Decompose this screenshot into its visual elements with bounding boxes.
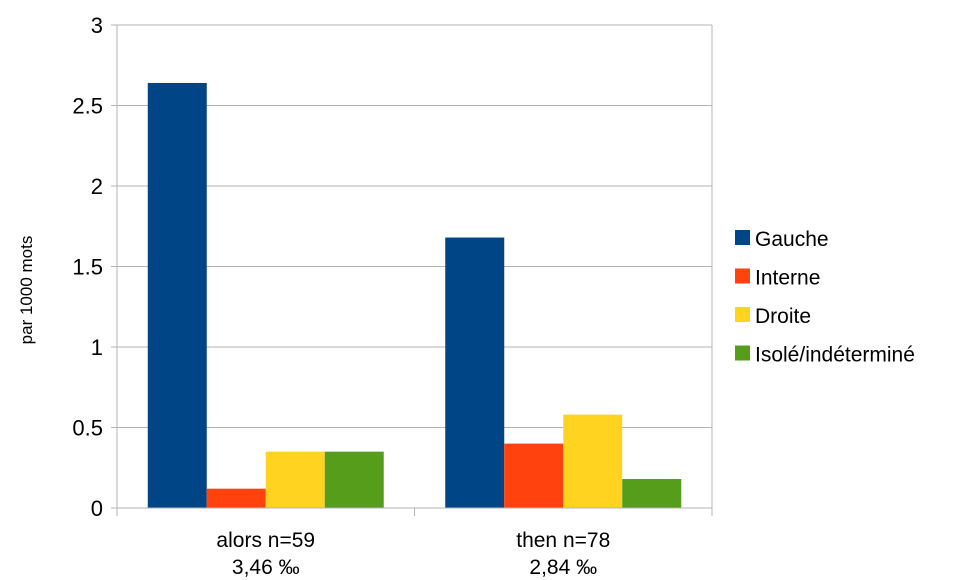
y-tick-label: 0.5 [72, 416, 103, 441]
x-category-label: alors n=59 [216, 529, 315, 552]
bar-interne-0 [206, 488, 266, 508]
y-tick-label: 2 [91, 174, 103, 199]
y-tick-label: 3 [91, 13, 103, 38]
bar-isol-ind-termin--1 [622, 479, 682, 508]
y-axis-label: par 1000 mots [17, 236, 36, 345]
legend-label: Isolé/indéterminé [755, 344, 915, 367]
y-tick-label: 1.5 [72, 255, 103, 280]
bar-droite-1 [563, 414, 623, 508]
y-tick-label: 2.5 [72, 94, 103, 119]
legend-label: Interne [755, 267, 820, 290]
bar-droite-0 [265, 451, 325, 508]
y-tick-labels: 0 0.5 1 1.5 2 2.5 3 [72, 13, 103, 521]
gridlines [117, 24, 712, 509]
x-category-sublabel: 2,84 ‰ [529, 556, 597, 579]
legend-swatch [735, 307, 750, 322]
legend-label: Droite [755, 305, 811, 328]
y-tick-label: 1 [91, 335, 103, 360]
bar-isol-ind-termin--0 [324, 451, 384, 508]
bars [147, 82, 682, 509]
x-category-labels: alors n=59 3,46 ‰ then n=78 2,84 ‰ [216, 529, 610, 579]
x-category-label: then n=78 [516, 529, 610, 552]
bar-gauche-1 [445, 237, 505, 508]
y-tick-label: 0 [91, 496, 103, 521]
bar-interne-1 [504, 443, 564, 508]
legend-label: Gauche [755, 228, 829, 251]
axes [111, 24, 713, 516]
legend-swatch [735, 345, 750, 361]
x-category-sublabel: 3,46 ‰ [232, 556, 300, 579]
legend-swatch [735, 230, 750, 245]
legend-swatch [735, 268, 750, 284]
legend: Gauche Interne Droite Isolé/indéterminé [735, 228, 915, 367]
bar-gauche-0 [147, 82, 207, 509]
